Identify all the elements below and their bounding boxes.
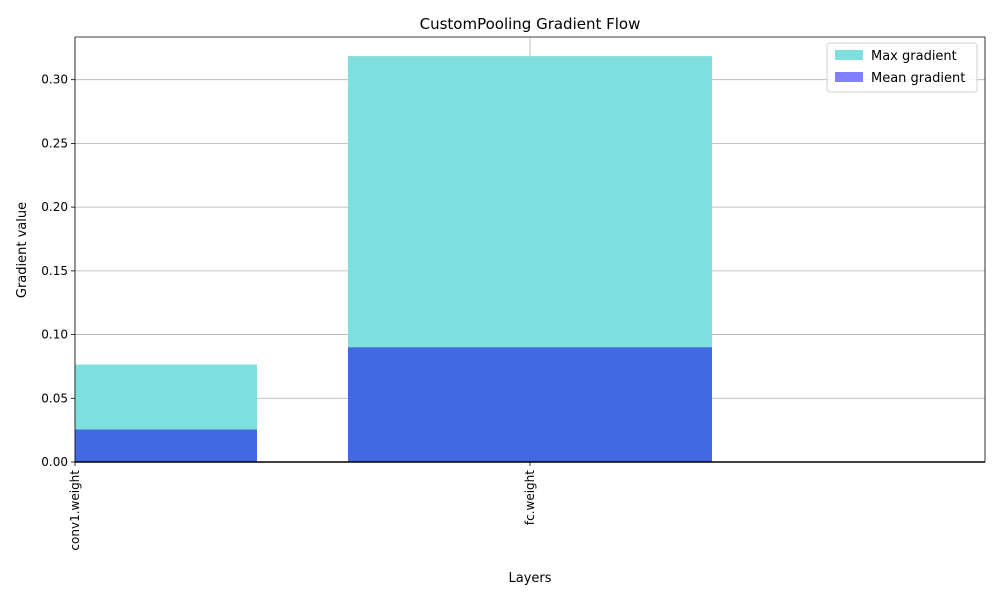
legend-label-max-gradient: Max gradient [871,49,957,64]
x-tick-label-conv1-weight: conv1.weight [68,470,82,551]
tick-labels: 0.00 0.05 0.10 0.15 0.20 0.25 0.30 conv1.weight… [41,73,537,551]
y-tick-label: 0.10 [41,328,68,342]
x-axis-label: Layers [508,571,551,586]
chart-title: CustomPooling Gradient Flow [420,15,641,33]
axes [71,36,986,466]
y-tick-label: 0.15 [41,264,68,278]
bars [75,56,712,462]
legend-swatch-max-gradient [835,50,863,60]
bar-mean-gradient-conv1-weight [75,429,257,462]
y-tick-label: 0.25 [41,136,68,150]
y-tick-label: 0.05 [41,391,68,405]
y-axis-label: Gradient value [15,202,30,298]
y-tick-label: 0.30 [41,73,68,87]
legend-label-mean-gradient: Mean gradient [871,71,965,86]
y-tick-label: 0.00 [41,455,68,469]
bar-mean-gradient-fc-weight [348,347,712,462]
legend: Max gradient Mean gradient [826,42,978,93]
y-tick-label: 0.20 [41,200,68,214]
legend-frame [826,42,978,93]
x-tick-label-fc-weight: fc.weight [523,470,537,525]
legend-swatch-mean-gradient [835,72,863,82]
